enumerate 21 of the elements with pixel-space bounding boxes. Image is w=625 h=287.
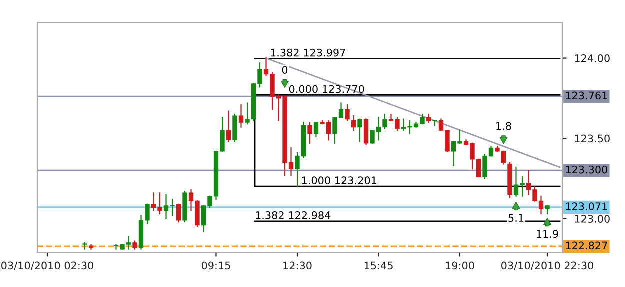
ref-line-label: 123.300 xyxy=(566,166,608,174)
ref-line-label: 123.761 xyxy=(566,92,608,100)
ref-line-label: 122.827 xyxy=(566,242,608,250)
series-label: 1.382 122.984 xyxy=(256,212,331,220)
series-label: 1.000 123.201 xyxy=(302,176,376,185)
annotation: 5.1 xyxy=(508,214,524,222)
y-tick-label: 123.00 xyxy=(575,215,610,223)
annotation: 11.9 xyxy=(537,230,558,238)
x-tick-label: 15:45 xyxy=(364,262,393,270)
x-tick-label: 19:00 xyxy=(446,262,474,270)
annotation: 1.8 xyxy=(496,122,512,130)
x-tick-label: 09:15 xyxy=(202,262,230,270)
annotation: 0 xyxy=(282,66,288,74)
series-label: 0.000 123.770 xyxy=(289,85,364,94)
ref-line-label: 123.071 xyxy=(566,202,608,210)
y-tick-label: 124.00 xyxy=(575,54,610,62)
x-tick-label: 03/10/2010 22:30 xyxy=(502,262,594,270)
x-tick-label: 12:30 xyxy=(284,262,312,270)
series-label: 1.382 123.997 xyxy=(271,48,346,57)
y-tick-label: 123.50 xyxy=(575,134,610,143)
x-tick-label: 03/10/2010 02:30 xyxy=(2,262,94,270)
